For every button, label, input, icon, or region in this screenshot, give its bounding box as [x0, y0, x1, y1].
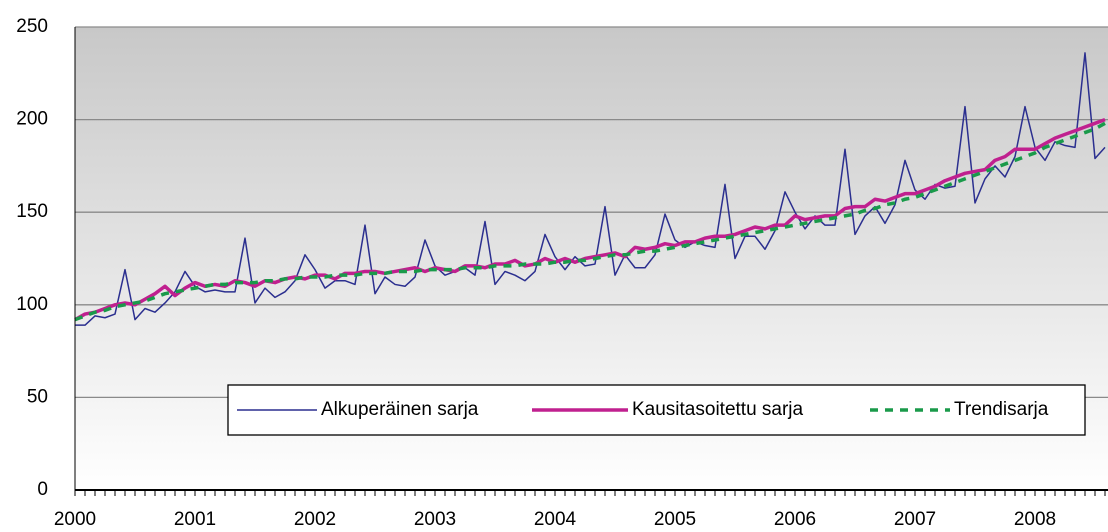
x-tick-label: 2000 — [54, 509, 96, 530]
x-tick-label: 2004 — [534, 509, 577, 530]
x-tick-label: 2008 — [1014, 509, 1056, 530]
series-line — [74, 121, 1106, 322]
y-tick-label: 0 — [37, 479, 48, 500]
y-tick-label: 250 — [16, 16, 48, 37]
x-tick-label: 2006 — [774, 509, 816, 530]
y-tick-label: 50 — [27, 386, 48, 407]
legend-box — [227, 384, 1086, 436]
x-tick-label: 2005 — [654, 509, 696, 530]
axes: 0 50 100 150 200 250 2000 2001 2002 2003 2004 2005 2… — [16, 16, 1108, 530]
y-tick-label: 100 — [16, 294, 48, 315]
y-tick-label: 150 — [16, 201, 48, 222]
legend-label: Alkuperäinen sarja — [321, 399, 479, 420]
x-tick-label: 2001 — [174, 509, 216, 530]
legend-label: Trendisarja — [954, 399, 1049, 420]
x-tick-label: 2002 — [294, 509, 336, 530]
y-tick-label: 200 — [16, 109, 48, 130]
x-tick-label: 2003 — [414, 509, 456, 530]
series-line — [74, 117, 1106, 322]
legend: Alkuperäinen sarja Kausitasoitettu sarja T… — [227, 384, 1086, 436]
x-tick-label: 2007 — [894, 509, 936, 530]
lines — [74, 52, 1106, 326]
legend-label: Kausitasoitettu sarja — [632, 399, 804, 420]
